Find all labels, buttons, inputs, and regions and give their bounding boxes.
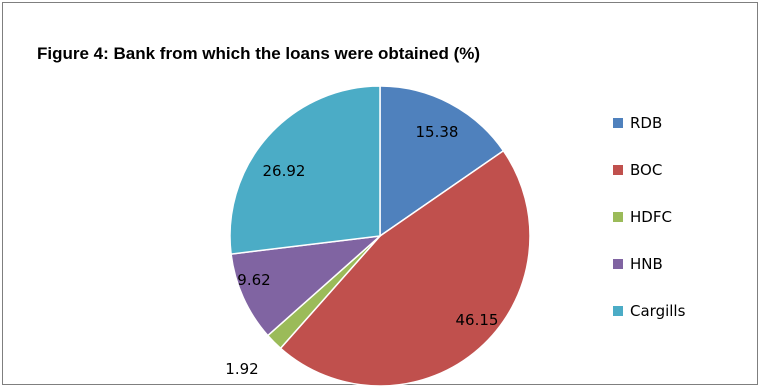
legend-swatch-boc — [613, 165, 623, 175]
legend-swatch-cargills — [613, 306, 623, 316]
legend-swatch-hnb — [613, 259, 623, 269]
legend-label-hdfc: HDFC — [630, 208, 672, 226]
data-label-rdb: 15.38 — [416, 123, 459, 141]
data-label-hnb: 9.62 — [237, 271, 270, 289]
legend-label-boc: BOC — [630, 161, 662, 179]
legend-label-hnb: HNB — [630, 255, 663, 273]
pie-slices — [229, 85, 531, 387]
pie-slice-hnb — [230, 234, 383, 337]
data-label-cargills: 26.92 — [263, 162, 306, 180]
chart-title: Figure 4: Bank from which the loans were… — [37, 44, 481, 63]
pie-slice-cargills — [229, 85, 381, 255]
data-label-boc: 46.15 — [456, 311, 499, 329]
legend-swatch-hdfc — [613, 212, 623, 222]
legend-label-cargills: Cargills — [630, 302, 686, 320]
legend-label-rdb: RDB — [630, 114, 662, 132]
legend: RDB BOC HDFC HNB Cargills — [613, 114, 686, 320]
data-label-hdfc: 1.92 — [225, 360, 258, 378]
pie-slice-boc — [279, 149, 531, 387]
pie-data-labels: 15.38 46.15 1.92 9.62 26.92 — [225, 123, 498, 378]
pie-slice-rdb — [379, 85, 505, 238]
legend-swatch-rdb — [613, 118, 623, 128]
